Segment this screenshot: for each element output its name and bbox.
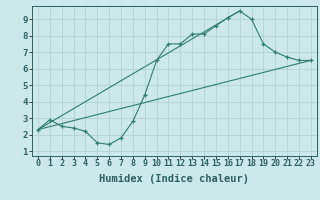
X-axis label: Humidex (Indice chaleur): Humidex (Indice chaleur) [100, 174, 249, 184]
